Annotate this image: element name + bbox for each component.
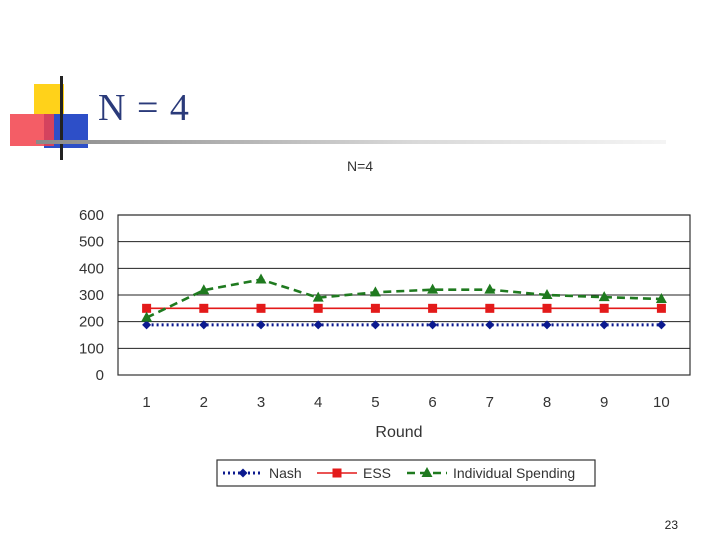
legend-swatch-marker <box>238 468 248 478</box>
data-point-ess <box>485 303 495 313</box>
x-tick-label: 7 <box>486 394 494 411</box>
x-tick-label: 5 <box>371 394 379 411</box>
x-axis-label: Round <box>375 424 422 441</box>
data-point-nash <box>142 320 152 330</box>
data-point-nash <box>256 320 266 330</box>
data-point-nash <box>313 320 323 330</box>
y-tick-label: 500 <box>79 234 104 251</box>
data-point-individual-spending <box>141 311 153 322</box>
data-point-nash <box>370 320 380 330</box>
data-point-nash <box>656 320 666 330</box>
x-tick-label: 9 <box>600 394 608 411</box>
y-tick-label: 600 <box>79 207 104 224</box>
y-tick-label: 300 <box>79 287 104 304</box>
page-number: 23 <box>664 518 678 532</box>
data-point-ess <box>599 303 609 313</box>
x-tick-label: 8 <box>543 394 551 411</box>
logo-vertical-bar <box>60 76 63 160</box>
data-point-nash <box>599 320 609 330</box>
data-point-individual-spending <box>598 291 610 302</box>
data-point-individual-spending <box>312 291 324 302</box>
data-point-ess <box>199 303 209 313</box>
x-tick-label: 1 <box>142 394 150 411</box>
data-point-ess <box>542 303 552 313</box>
data-point-ess <box>370 303 380 313</box>
data-point-individual-spending <box>427 283 439 294</box>
x-tick-label: 2 <box>200 394 208 411</box>
data-point-individual-spending <box>198 284 210 295</box>
title-underline <box>36 140 666 144</box>
slide-title: N = 4 <box>98 87 190 129</box>
data-point-ess <box>256 303 266 313</box>
legend-swatch-marker <box>332 468 342 478</box>
legend-swatch-marker <box>421 467 433 477</box>
legend-label: Individual Spending <box>453 465 575 481</box>
data-point-nash <box>428 320 438 330</box>
data-point-nash <box>542 320 552 330</box>
x-tick-label: 3 <box>257 394 265 411</box>
chart-title: N=4 <box>346 158 374 174</box>
data-point-individual-spending <box>369 286 381 297</box>
data-point-ess <box>142 303 152 313</box>
y-tick-label: 100 <box>79 340 104 357</box>
legend-label: ESS <box>363 465 391 481</box>
y-tick-label: 200 <box>79 314 104 331</box>
x-tick-label: 4 <box>314 394 322 411</box>
series-line-individual-spending <box>146 278 662 319</box>
legend-box <box>216 459 596 487</box>
data-point-individual-spending <box>541 289 553 299</box>
data-point-individual-spending <box>655 293 667 303</box>
data-point-ess <box>656 303 666 313</box>
x-tick-label: 10 <box>653 394 670 411</box>
data-point-individual-spending <box>255 273 267 284</box>
y-tick-label: 400 <box>79 260 104 277</box>
y-tick-label: 0 <box>96 367 104 384</box>
x-tick-label: 6 <box>428 394 436 411</box>
logo-yellow-square <box>34 84 64 114</box>
data-point-ess <box>428 303 438 313</box>
legend-label: Nash <box>269 465 302 481</box>
data-point-nash <box>199 320 209 330</box>
data-point-ess <box>313 303 323 313</box>
data-point-individual-spending <box>484 283 496 294</box>
data-point-nash <box>485 320 495 330</box>
